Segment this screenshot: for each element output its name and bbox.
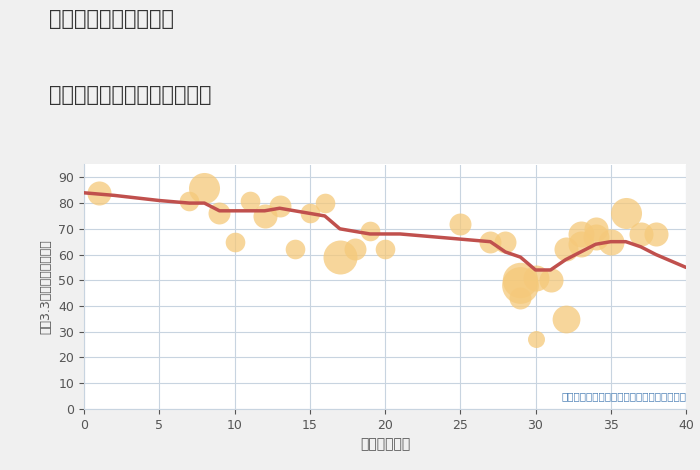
Point [259, 212, 270, 219]
Point [484, 238, 496, 245]
Point [530, 274, 541, 282]
Point [545, 276, 556, 284]
Point [515, 276, 526, 284]
Text: 円の大きさは、取引のあった物件面積を示す: 円の大きさは、取引のあった物件面積を示す [561, 392, 686, 401]
Point [455, 220, 466, 227]
Point [530, 336, 541, 343]
Point [214, 210, 225, 217]
Point [319, 199, 330, 207]
Point [289, 246, 300, 253]
Point [560, 246, 571, 253]
Point [244, 197, 256, 204]
Point [575, 241, 587, 248]
Point [229, 238, 240, 245]
Point [620, 210, 631, 217]
Point [560, 315, 571, 322]
Point [364, 227, 375, 235]
Point [349, 246, 360, 253]
Text: 兵庫県尼崎市西昆陽の: 兵庫県尼崎市西昆陽の [49, 9, 174, 30]
Y-axis label: 坪（3.3㎡）単価（万円）: 坪（3.3㎡）単価（万円） [40, 239, 52, 334]
Point [335, 253, 346, 261]
Point [500, 238, 511, 245]
Point [590, 225, 601, 233]
Point [515, 295, 526, 302]
X-axis label: 築年数（年）: 築年数（年） [360, 437, 410, 451]
Text: 築年数別中古マンション価格: 築年数別中古マンション価格 [49, 85, 211, 105]
Point [636, 230, 647, 238]
Point [274, 202, 286, 210]
Point [605, 238, 617, 245]
Point [199, 184, 210, 191]
Point [590, 233, 601, 240]
Point [515, 282, 526, 289]
Point [183, 197, 195, 204]
Point [304, 210, 315, 217]
Point [575, 230, 587, 238]
Point [379, 246, 391, 253]
Point [650, 230, 662, 238]
Point [93, 189, 105, 196]
